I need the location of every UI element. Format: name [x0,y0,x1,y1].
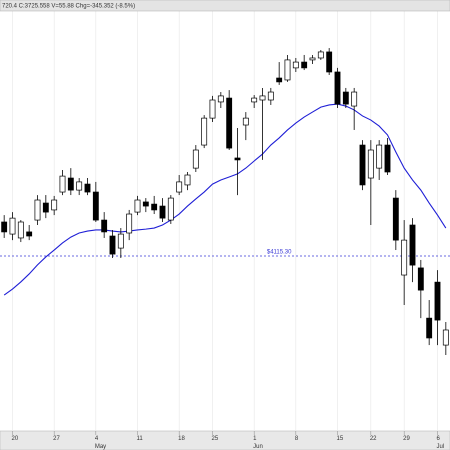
candle-body [342,91,349,105]
candle-body [242,117,249,126]
candle-body [26,231,33,237]
grid [12,11,438,430]
candle-body [334,71,341,105]
candle-body [167,197,174,221]
header-text: 720.4 C:3725.558 V=55.88 Chg=-345.352 (-… [2,4,135,10]
x-tick-label: 1 [253,436,257,442]
candle-body [301,61,308,69]
x-tick-label: 22 [370,436,377,442]
candle-body [351,91,358,107]
candle-body [101,219,108,233]
candle-body [126,213,133,234]
candle-body [259,95,266,101]
x-tick-label: 6 [437,436,441,442]
candle-body [209,99,216,119]
x-tick-label: 18 [178,436,185,442]
candle-body [317,51,324,59]
candle-body [17,221,24,239]
x-tick-label: 27 [53,436,60,442]
x-tick-label: 15 [337,436,344,442]
x-tick-label: 8 [295,436,299,442]
candle-body [326,51,333,73]
candle-body [151,203,158,211]
candle-body [184,174,191,186]
candle-body [51,199,58,211]
candle-body [284,59,291,81]
candle-body [267,91,274,101]
candle-body [92,191,99,221]
moving-average-line [3,103,447,296]
candle-body [434,281,441,321]
candle-body [292,61,299,69]
x-tick-label: 25 [212,436,219,442]
candle-body [9,217,16,235]
x-tick-label: 20 [12,436,19,442]
candle-body [1,221,8,233]
candle-body [426,317,433,339]
candle-body [376,144,383,169]
candle-body [384,144,391,173]
candle-body [59,175,66,193]
month-label: Jul [437,444,445,450]
candle-body [34,199,41,221]
x-tick-label: 29 [403,436,410,442]
candle-body [401,239,408,276]
candle-body [392,197,399,241]
month-label: Jun [253,444,263,450]
candle-body [192,149,199,169]
candle-body [84,183,91,193]
candle-body [67,177,74,191]
x-tick-label: 4 [95,436,99,442]
candle-body [76,181,83,191]
candle-body [117,233,124,249]
candle-body [417,267,424,291]
candle-body [359,144,366,186]
candle-body [217,95,224,103]
candle-body [309,57,316,61]
candle-body [276,77,283,83]
candle-body [442,329,449,346]
x-tick-label: 11 [137,436,144,442]
header-bar [0,0,450,12]
candle-body [134,199,141,213]
candle-body [234,157,241,161]
plot: $4115.30 [0,48,450,355]
candle-body [226,97,233,149]
month-label: May [95,444,106,450]
candle-body [251,97,258,103]
candle-body [201,117,208,146]
candle-body [367,149,374,179]
candle-body [409,224,416,266]
candle-body [42,202,49,213]
candle-body [109,235,116,255]
reference-label: $4115.30 [267,250,292,256]
candle-body [142,201,149,207]
candle-body [176,181,183,193]
x-axis-bar [0,430,450,450]
candle-body [159,205,166,219]
